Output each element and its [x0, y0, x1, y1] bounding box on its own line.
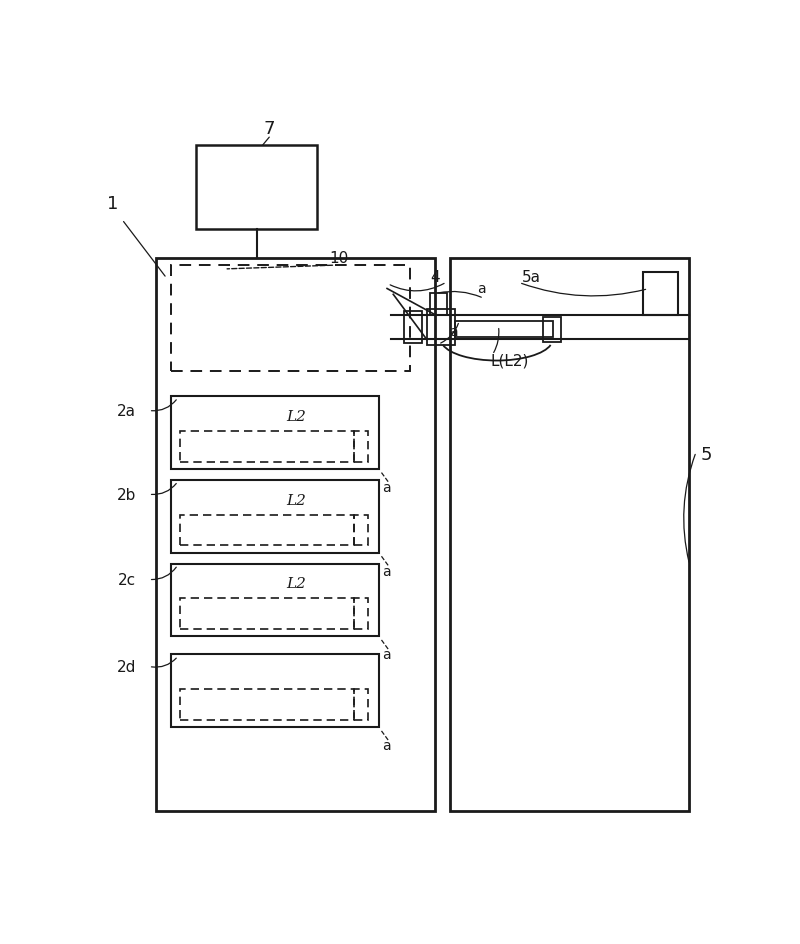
Text: a: a [382, 564, 390, 578]
Bar [180, 690, 354, 720]
Bar [156, 259, 435, 811]
Bar [454, 321, 553, 337]
Bar [354, 515, 367, 546]
Text: 2a: 2a [117, 404, 136, 419]
Bar [180, 515, 354, 546]
Bar [171, 655, 379, 728]
Text: L2: L2 [286, 410, 306, 423]
Text: 1: 1 [106, 195, 118, 213]
Bar [430, 294, 447, 315]
Bar [404, 312, 422, 344]
Text: a: a [382, 738, 390, 752]
Text: L2: L2 [286, 493, 306, 507]
Text: a: a [382, 648, 390, 662]
Text: L2: L2 [286, 577, 306, 591]
Text: 2c: 2c [118, 572, 136, 587]
Bar [180, 431, 354, 463]
Bar [171, 564, 379, 636]
Bar [543, 317, 561, 343]
Text: L(L2): L(L2) [490, 353, 528, 368]
Text: 5: 5 [701, 446, 712, 464]
Text: a: a [449, 325, 458, 338]
Text: a: a [382, 480, 390, 495]
Bar [426, 310, 454, 346]
Text: 2b: 2b [117, 487, 136, 502]
Bar [171, 480, 379, 553]
Bar [642, 273, 678, 315]
Text: 2d: 2d [117, 660, 136, 675]
Bar [196, 146, 317, 229]
Bar [450, 259, 689, 811]
Bar [354, 431, 367, 463]
Bar [354, 598, 367, 630]
Bar [180, 598, 354, 630]
Text: 10: 10 [329, 251, 348, 266]
Bar [354, 690, 367, 720]
Text: 5a: 5a [522, 269, 541, 284]
Text: 7: 7 [263, 120, 275, 138]
Text: 4: 4 [430, 269, 440, 284]
Text: a: a [477, 282, 486, 296]
Bar [171, 266, 410, 371]
Bar [171, 396, 379, 469]
